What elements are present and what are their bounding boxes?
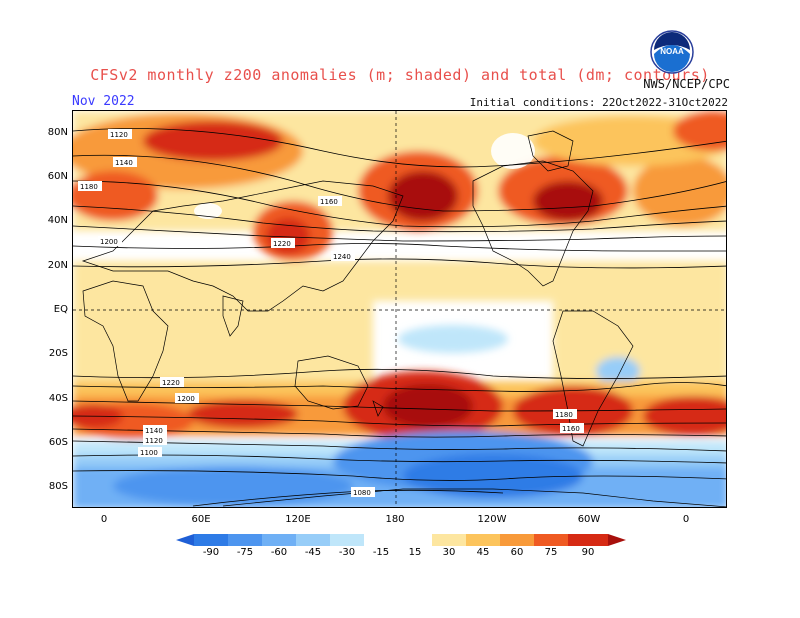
svg-text:1160: 1160 (562, 425, 580, 433)
forecast-month: Nov 2022 (72, 94, 135, 109)
svg-text:1100: 1100 (140, 449, 158, 457)
colorbar-label: -60 (270, 547, 288, 558)
colorbar-label: 90 (581, 547, 595, 558)
svg-text:1200: 1200 (177, 395, 195, 403)
lat-label: 20S (48, 348, 68, 359)
agency-label: NWS/NCEP/CPC (643, 77, 730, 91)
noaa-logo-icon: NOAA (650, 30, 694, 74)
coastlines (81, 130, 726, 507)
colorbar-label: 60 (510, 547, 524, 558)
lon-label: 0 (682, 514, 690, 525)
svg-text:1180: 1180 (555, 411, 573, 419)
svg-text:1120: 1120 (145, 437, 163, 445)
lon-label: 120W (477, 514, 507, 525)
svg-text:1220: 1220 (162, 379, 180, 387)
colorbar-label: -30 (338, 547, 356, 558)
chart-title: CFSv2 monthly z200 anomalies (m; shaded)… (90, 66, 710, 84)
lat-label: 60N (47, 171, 68, 182)
lat-label: EQ (53, 304, 68, 315)
lat-label: 40N (47, 215, 68, 226)
map-canvas: 1120 1140 1160 1180 1200 1220 1240 1220 … (73, 111, 726, 507)
lon-label: 60E (191, 514, 211, 525)
svg-text:1240: 1240 (333, 253, 351, 261)
colorbar-label: 75 (544, 547, 558, 558)
svg-text:1080: 1080 (353, 489, 371, 497)
svg-text:1220: 1220 (273, 240, 291, 248)
lon-label: 0 (100, 514, 108, 525)
colorbar-label: 15 (408, 547, 422, 558)
lon-label: 180 (385, 514, 405, 525)
colorbar-low-arrow (176, 534, 194, 546)
reference-grid (73, 111, 726, 507)
initial-conditions: Initial conditions: 22Oct2022-31Oct2022 (469, 96, 728, 109)
colorbar-label: 30 (442, 547, 456, 558)
colorbar (176, 534, 626, 546)
logo-text: NOAA (660, 47, 684, 56)
lat-label: 80S (48, 481, 68, 492)
colorbar-label: -75 (236, 547, 254, 558)
lat-label: 20N (47, 260, 68, 271)
svg-text:1200: 1200 (100, 238, 118, 246)
colorbar-label: -45 (304, 547, 322, 558)
contour-labels: 1120 1140 1160 1180 1200 1220 1240 1220 … (78, 129, 584, 497)
svg-text:1180: 1180 (80, 183, 98, 191)
svg-text:1140: 1140 (145, 427, 163, 435)
colorbar-label: -90 (202, 547, 220, 558)
svg-text:1120: 1120 (110, 131, 128, 139)
anomaly-map: 1120 1140 1160 1180 1200 1220 1240 1220 … (72, 110, 727, 508)
colorbar-label: 45 (476, 547, 490, 558)
colorbar-label: -15 (372, 547, 390, 558)
svg-text:1160: 1160 (320, 198, 338, 206)
lon-label: 60W (577, 514, 601, 525)
svg-text:1140: 1140 (115, 159, 133, 167)
lon-label: 120E (285, 514, 311, 525)
colorbar-high-arrow (608, 534, 626, 546)
lat-label: 60S (48, 437, 68, 448)
height-contours (73, 128, 726, 507)
lat-label: 40S (48, 393, 68, 404)
lat-label: 80N (47, 127, 68, 138)
